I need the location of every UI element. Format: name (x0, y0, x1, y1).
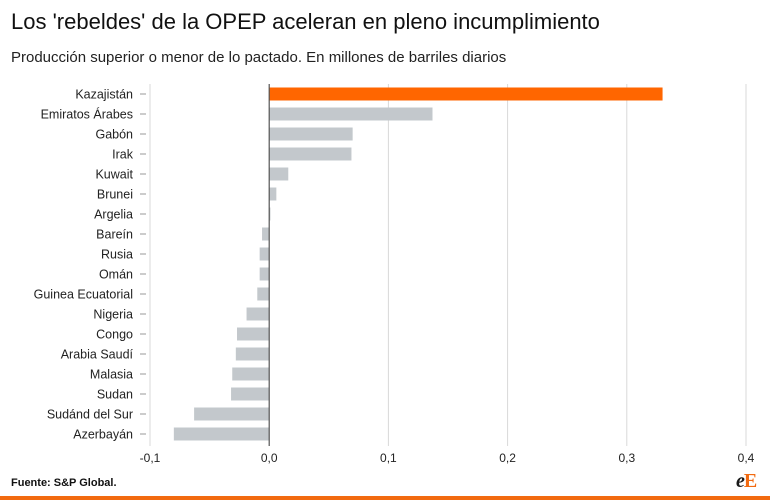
category-label: Brunei (97, 188, 133, 202)
category-label: Sudan (97, 388, 133, 402)
category-label: Gabón (95, 128, 133, 142)
x-tick-label: 0,3 (618, 451, 635, 465)
source-note: Fuente: S&P Global. (11, 477, 117, 489)
category-label: Emiratos Árabes (41, 107, 133, 122)
category-label: Azerbayán (73, 428, 133, 442)
category-label: Omán (99, 268, 133, 282)
bottom-accent-bar (0, 496, 770, 500)
x-tick-label: -0,1 (140, 451, 161, 465)
bar (257, 287, 270, 301)
bar (235, 347, 270, 361)
category-label: Kazajistán (75, 88, 133, 102)
category-label: Argelia (94, 208, 133, 222)
bar (269, 107, 433, 121)
bar (232, 367, 270, 381)
category-label: Nigeria (93, 308, 133, 322)
chart-subtitle: Producción superior o menor de lo pactad… (11, 49, 507, 66)
category-label: Arabia Saudí (61, 348, 134, 362)
bar (269, 147, 352, 161)
bar (194, 407, 270, 421)
bar (246, 307, 270, 321)
category-label: Bareín (96, 228, 133, 242)
bar (259, 247, 270, 261)
bar (269, 127, 353, 141)
category-label: Irak (112, 148, 134, 162)
brand-logo: eE (736, 470, 757, 493)
category-label: Sudánd del Sur (47, 408, 133, 422)
bar (173, 427, 270, 441)
category-label: Kuwait (95, 168, 133, 182)
bar (231, 387, 270, 401)
category-label: Congo (96, 328, 133, 342)
x-tick-label: 0,0 (261, 451, 278, 465)
bar (269, 187, 277, 201)
x-tick-label: 0,4 (738, 451, 755, 465)
bar (259, 267, 270, 281)
bar (237, 327, 270, 341)
logo-letter-e: e (736, 470, 745, 492)
category-label: Guinea Ecuatorial (34, 288, 133, 302)
chart-title: Los 'rebeldes' de la OPEP aceleran en pl… (11, 9, 600, 34)
x-tick-label: 0,1 (380, 451, 397, 465)
bar-highlight (269, 87, 663, 101)
bar (269, 167, 289, 181)
logo-letter-E: E (743, 470, 757, 492)
bar (262, 227, 270, 241)
category-label: Rusia (101, 248, 133, 262)
bar-chart: Kazajistán Emiratos Árabes Gabón Irak Kuwait… (34, 84, 755, 465)
category-label: Malasia (90, 368, 133, 382)
x-tick-label: 0,2 (499, 451, 516, 465)
